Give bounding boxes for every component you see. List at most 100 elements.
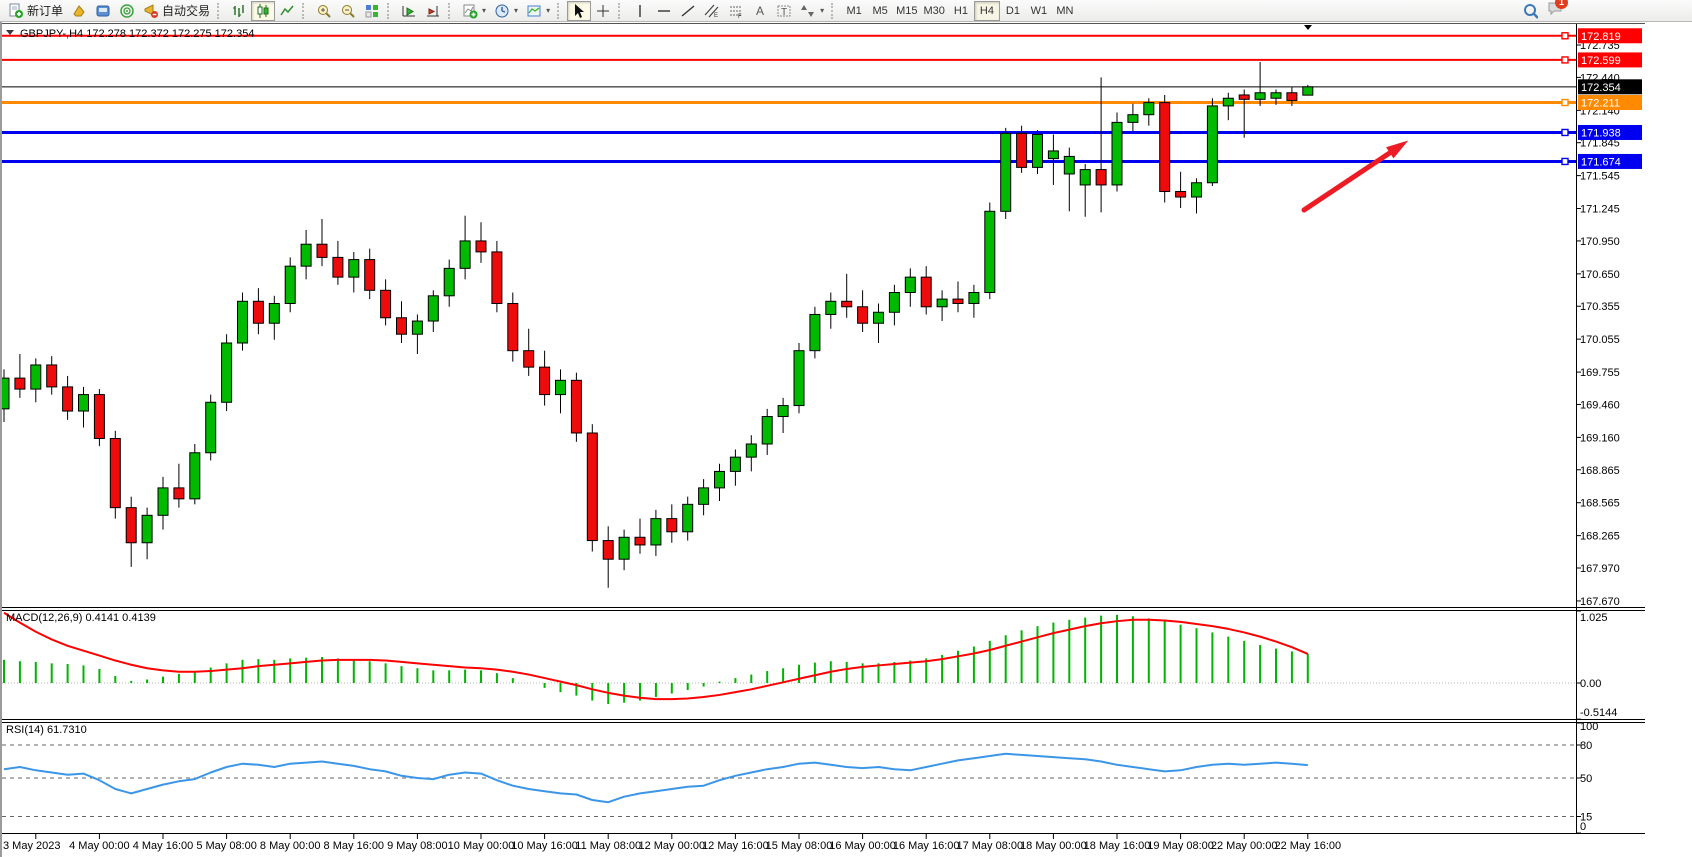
svg-text:171.674: 171.674 (1581, 156, 1621, 168)
svg-text:170.650: 170.650 (1580, 269, 1620, 281)
svg-text:9 May 08:00: 9 May 08:00 (387, 840, 448, 852)
svg-text:-0.5144: -0.5144 (1580, 707, 1617, 719)
candlestick-chart-button[interactable] (251, 0, 276, 21)
bar-chart-icon (231, 3, 247, 19)
horizontal-line-button[interactable] (652, 1, 676, 21)
macd-signal-line (3, 611, 1309, 701)
depth-of-market-icon (71, 3, 87, 19)
svg-text:4 May 00:00: 4 May 00:00 (69, 840, 130, 852)
line-handle (1561, 56, 1569, 64)
line-chart-button[interactable] (275, 1, 299, 21)
toolbar-grip (618, 2, 625, 19)
templates-icon (526, 3, 542, 19)
svg-text:18 May 00:00: 18 May 00:00 (1020, 840, 1087, 852)
zoom-out-icon (340, 3, 356, 19)
timeframe-m1-button[interactable]: M1 (841, 1, 867, 21)
toolbar-right: 1 (1522, 0, 1568, 22)
annotation-arrow[interactable] (1301, 140, 1409, 213)
timeframe-h4-button[interactable]: H4 (973, 0, 1000, 21)
periods-icon (494, 3, 510, 19)
templates-button[interactable]: ▾ (522, 1, 554, 21)
search-icon[interactable] (1522, 3, 1538, 19)
chevron-down-icon: ▾ (482, 6, 487, 15)
vertical-line-icon (632, 3, 648, 19)
svg-text:100: 100 (1580, 721, 1598, 733)
periods-button[interactable]: ▾ (490, 1, 522, 21)
bar-chart-button[interactable] (227, 1, 251, 21)
timeframe-h1-button[interactable]: H1 (948, 1, 974, 21)
chevron-down-icon: ▾ (514, 6, 519, 15)
symbol-ohlc-label: GBPJPY-,H4 172.278 172.372 172.275 172.3… (20, 28, 254, 40)
svg-text:4 May 16:00: 4 May 16:00 (133, 840, 194, 852)
svg-text:170.950: 170.950 (1580, 236, 1620, 248)
svg-text:T: T (781, 7, 787, 18)
svg-text:A: A (756, 4, 764, 18)
auto-scroll-button[interactable] (397, 1, 421, 21)
text-button[interactable]: A (748, 1, 772, 21)
cursor-button[interactable] (567, 0, 592, 21)
timeframe-m15-button[interactable]: M15 (893, 1, 920, 21)
svg-text:10 May 00:00: 10 May 00:00 (448, 840, 515, 852)
arrows-button[interactable]: ▾ (796, 1, 828, 21)
toolbar-grip (448, 2, 455, 19)
timeframe-m5-button[interactable]: M5 (867, 1, 893, 21)
crosshair-icon (595, 3, 611, 19)
crosshair-button[interactable] (591, 1, 615, 21)
zoom-out-button[interactable] (336, 1, 360, 21)
one-click-trading-icon (6, 30, 14, 35)
new-order-label: 新订单 (27, 4, 64, 18)
terminal-button[interactable] (91, 1, 115, 21)
arrows-icon (800, 3, 816, 19)
svg-text:F: F (738, 14, 742, 19)
toolbar-grip (387, 2, 394, 19)
text-icon: A (752, 3, 768, 19)
svg-text:171.938: 171.938 (1581, 127, 1621, 139)
chevron-down-icon: ▾ (546, 6, 551, 15)
signals-icon (119, 3, 135, 19)
toolbar-group-cursor (567, 0, 615, 22)
toolbar-group-scroll (397, 0, 445, 22)
tile-windows-button[interactable] (360, 1, 384, 21)
timeframe-m30-button[interactable]: M30 (921, 1, 948, 21)
equidistant-channel-button[interactable]: E (700, 1, 724, 21)
toolbar-grip (557, 2, 564, 19)
cursor-icon (571, 3, 587, 19)
vertical-line-button[interactable] (628, 1, 652, 21)
text-label-button[interactable]: T (772, 1, 796, 21)
svg-text:16 May 16:00: 16 May 16:00 (893, 840, 960, 852)
toolbar-group-zoom (312, 0, 384, 22)
autotrading-icon (143, 3, 159, 19)
svg-text:12 May 16:00: 12 May 16:00 (702, 840, 769, 852)
svg-text:22 May 00:00: 22 May 00:00 (1211, 840, 1278, 852)
candlestick-chart-icon (255, 3, 271, 19)
toolbar-group-charttype (227, 0, 299, 22)
horizontal-level-lines[interactable] (2, 32, 1576, 166)
timeframe-d1-button[interactable]: D1 (1000, 1, 1026, 21)
indicators-icon (462, 3, 478, 19)
timeframe-w1-button[interactable]: W1 (1026, 1, 1052, 21)
macd-pane: MACD(12,26,9) 0.4141 0.4139 1.025 0.00 -0.5… (2, 610, 1617, 720)
chart-shift-button[interactable] (421, 1, 445, 21)
svg-text:5 May 08:00: 5 May 08:00 (196, 840, 257, 852)
indicators-button[interactable]: ▾ (458, 1, 490, 21)
line-handle (1561, 128, 1569, 137)
price-tags: 172.819 172.599 172.211 171.938 171.674 172.3… (1578, 28, 1642, 169)
svg-text:80: 80 (1580, 740, 1592, 752)
fibonacci-button[interactable]: F (724, 1, 748, 21)
zoom-in-button[interactable] (312, 1, 336, 21)
timeframe-mn-button[interactable]: MN (1052, 1, 1078, 21)
depth-of-market-button[interactable] (67, 1, 91, 21)
trendline-button[interactable] (676, 1, 700, 21)
toolbar: 新订单 自动交易 (0, 0, 1692, 22)
new-order-button[interactable]: 新订单 (4, 1, 67, 21)
toolbar-grip (302, 2, 309, 19)
autotrading-button[interactable]: 自动交易 (139, 1, 214, 21)
notifications-button[interactable]: 1 (1546, 0, 1568, 22)
svg-text:50: 50 (1580, 773, 1592, 785)
svg-text:167.670: 167.670 (1580, 596, 1620, 608)
toolbar-grip (831, 2, 838, 19)
svg-text:3 May 2023: 3 May 2023 (3, 840, 60, 852)
signals-button[interactable] (115, 1, 139, 21)
line-handle (1561, 32, 1569, 40)
